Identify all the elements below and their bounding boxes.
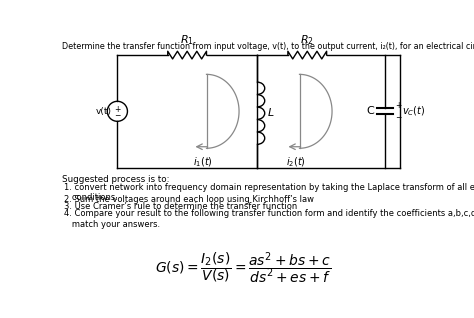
Text: L: L <box>268 108 274 118</box>
Text: 4. Compare your result to the following transfer function form and identify the : 4. Compare your result to the following … <box>64 209 474 229</box>
Text: −: − <box>395 113 401 122</box>
Text: $i_1(t)$: $i_1(t)$ <box>192 155 212 169</box>
Text: Determine the transfer function from input voltage, v(t), to the output current,: Determine the transfer function from inp… <box>63 42 474 51</box>
Text: +: + <box>395 101 401 110</box>
Text: 2. Sum the voltages around each loop using Kirchhoff’s law: 2. Sum the voltages around each loop usi… <box>64 195 314 204</box>
Text: C: C <box>366 106 374 116</box>
Text: $R_2$: $R_2$ <box>301 34 314 47</box>
Text: $v_C(t)$: $v_C(t)$ <box>402 105 425 118</box>
Text: 1. convert network into frequency domain representation by taking the Laplace tr: 1. convert network into frequency domain… <box>64 183 474 202</box>
Text: v(t): v(t) <box>96 107 112 116</box>
Text: $i_2(t)$: $i_2(t)$ <box>286 155 306 169</box>
Text: 3. Use Cramer’s rule to determine the transfer function: 3. Use Cramer’s rule to determine the tr… <box>64 202 297 211</box>
Text: −: − <box>114 111 120 120</box>
Text: $R_1$: $R_1$ <box>180 34 194 47</box>
Text: Suggested process is to:: Suggested process is to: <box>63 175 170 184</box>
Text: $G(s) = \dfrac{I_2(s)}{V(s)} = \dfrac{as^2 + bs + c}{ds^2 + es + f}$: $G(s) = \dfrac{I_2(s)}{V(s)} = \dfrac{as… <box>155 251 331 285</box>
Text: +: + <box>114 105 120 114</box>
